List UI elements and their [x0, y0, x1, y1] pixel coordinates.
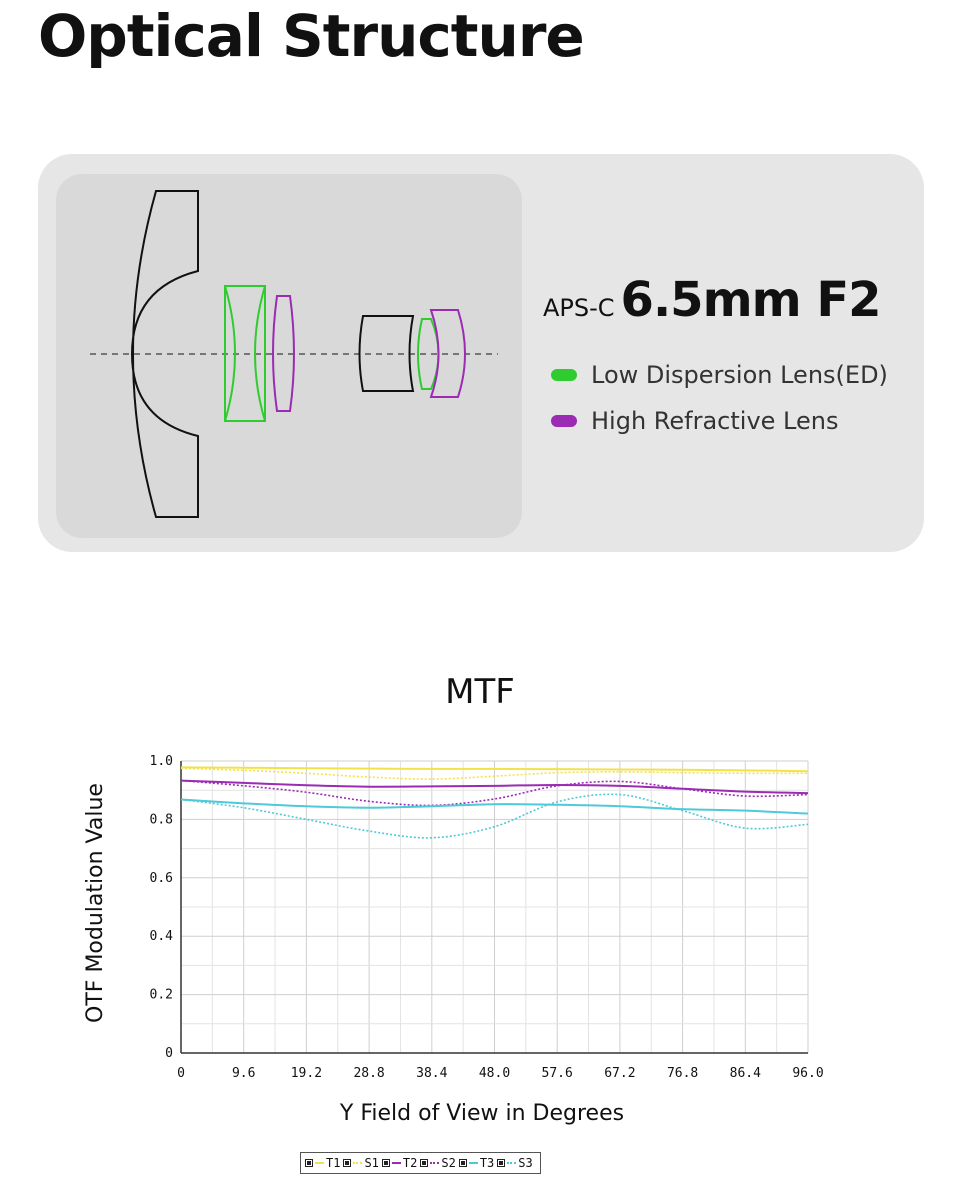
- chart-legend-entry-t3[interactable]: T3: [458, 1156, 495, 1170]
- y-tick-label: 0.6: [150, 871, 173, 886]
- legend-label-high-refractive: High Refractive Lens: [591, 407, 839, 435]
- x-tick-label: 0: [177, 1066, 185, 1081]
- legend-line-icon: [507, 1162, 517, 1164]
- chart-title: MTF: [445, 672, 515, 712]
- x-tick-label: 67.2: [604, 1066, 635, 1081]
- checkbox-icon[interactable]: [343, 1159, 352, 1167]
- x-tick-label: 9.6: [232, 1066, 255, 1081]
- x-tick-label: 48.0: [479, 1066, 510, 1081]
- focal-aperture: 6.5mm F2: [620, 272, 882, 328]
- legend-line-icon: [315, 1162, 324, 1164]
- series-line-s1: [180, 767, 809, 780]
- page-title: Optical Structure: [38, 2, 585, 70]
- chart-legend: T1 S1 T2 S2 T3 S3: [300, 1152, 541, 1174]
- chart-legend-entry-t2[interactable]: T2: [381, 1156, 418, 1170]
- checkbox-icon[interactable]: [497, 1159, 506, 1167]
- sensor-format: APS-C: [543, 294, 615, 322]
- x-tick-label: 38.4: [416, 1066, 447, 1081]
- chart-legend-label: S3: [518, 1156, 533, 1170]
- chart-series: [180, 766, 809, 839]
- x-axis-title: Y Field of View in Degrees: [339, 1101, 624, 1126]
- lens-spec: APS-C 6.5mm F2: [543, 272, 882, 328]
- chart-legend-entry-t1[interactable]: T1: [305, 1156, 340, 1170]
- x-tick-label: 19.2: [291, 1066, 322, 1081]
- legend-item-ed: Low Dispersion Lens(ED): [551, 361, 888, 389]
- high-refractive-swatch-icon: [551, 415, 577, 427]
- chart-legend-entry-s2[interactable]: S2: [420, 1156, 456, 1170]
- chart-legend-label: S2: [441, 1156, 456, 1170]
- x-tick-label: 76.8: [667, 1066, 698, 1081]
- x-tick-label: 86.4: [730, 1066, 761, 1081]
- x-tick-label: 28.8: [353, 1066, 384, 1081]
- series-line-s3: [180, 793, 809, 839]
- chart-legend-entry-s1[interactable]: S1: [343, 1156, 379, 1170]
- y-axis-title: OTF Modulation Value: [83, 783, 108, 1023]
- chart-legend-label: T2: [402, 1156, 418, 1170]
- y-tick-label: 0: [165, 1046, 173, 1061]
- ed-swatch-icon: [551, 369, 577, 381]
- series-line-t1: [180, 766, 809, 773]
- front-meniscus-element: [130, 190, 199, 518]
- chart-legend-entry-s3[interactable]: S3: [497, 1156, 533, 1170]
- high-refractive-element-2: [429, 309, 466, 398]
- y-tick-label: 0.2: [150, 988, 173, 1003]
- chart-axes: [180, 761, 808, 1054]
- rear-group-element: [358, 315, 415, 392]
- y-tick-label: 1.0: [150, 754, 173, 769]
- lens-diagram: [56, 174, 522, 538]
- legend-line-icon: [468, 1162, 478, 1164]
- legend-line-icon: [391, 1162, 401, 1164]
- series-line-t2: [180, 779, 809, 795]
- series-line-s2: [180, 779, 809, 807]
- optical-structure-panel: APS-C 6.5mm F2 Low Dispersion Lens(ED) Hi…: [38, 154, 924, 552]
- checkbox-icon[interactable]: [305, 1159, 313, 1167]
- legend-line-icon: [353, 1162, 363, 1164]
- mtf-chart: 0 9.6 19.2 28.8 38.4 48.0 57.6 67.2 76.8 86.4 96.0…: [83, 754, 824, 1126]
- checkbox-icon[interactable]: [458, 1159, 467, 1167]
- legend-label-ed: Low Dispersion Lens(ED): [591, 361, 888, 389]
- chart-legend-label: T3: [479, 1156, 495, 1170]
- chart-legend-label: T1: [326, 1156, 341, 1170]
- high-refractive-element-1: [272, 295, 295, 412]
- x-tick-label: 57.6: [542, 1066, 573, 1081]
- lens-diagram-svg: [90, 190, 498, 518]
- series-line-t3: [180, 798, 809, 815]
- checkbox-icon[interactable]: [420, 1159, 429, 1167]
- y-tick-label: 0.8: [150, 812, 173, 827]
- chart-legend-label: S1: [364, 1156, 379, 1170]
- y-tick-label: 0.4: [150, 929, 174, 944]
- legend-item-high-refractive: High Refractive Lens: [551, 407, 838, 435]
- ed-doublet-element: [224, 285, 266, 422]
- x-tick-label: 96.0: [792, 1066, 823, 1081]
- chart-ticks: 0 9.6 19.2 28.8 38.4 48.0 57.6 67.2 76.8 86.4 96.0…: [150, 754, 824, 1081]
- legend-line-icon: [430, 1162, 440, 1164]
- checkbox-icon[interactable]: [381, 1159, 390, 1167]
